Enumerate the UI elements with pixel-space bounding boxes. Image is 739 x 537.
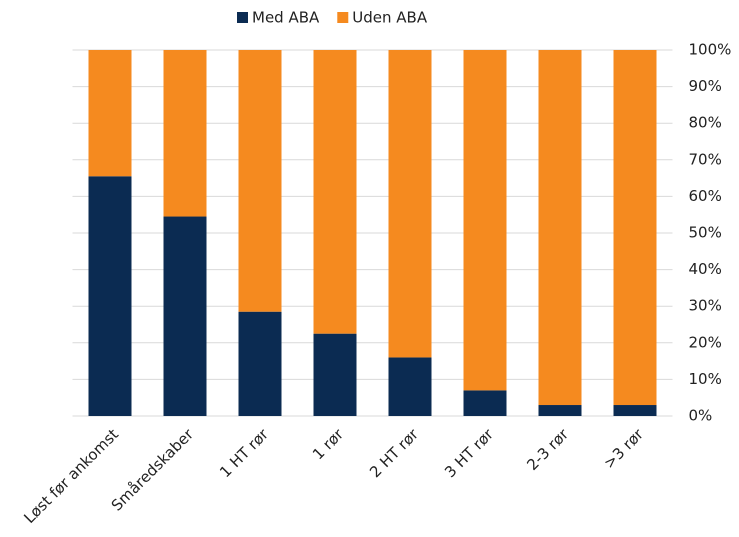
y-tick-label: 0% <box>689 407 713 425</box>
bar-segment <box>463 50 507 391</box>
legend-label: Uden ABA <box>352 9 428 27</box>
bar-segment <box>163 216 207 416</box>
x-tick-label: Løst før ankomst <box>20 425 122 527</box>
y-tick-label: 70% <box>689 150 722 168</box>
x-tick-label: 3 HT rør <box>441 425 497 481</box>
bar-segment <box>163 50 207 217</box>
y-tick-label: 50% <box>689 224 722 242</box>
x-tick-label: 1 rør <box>309 425 348 464</box>
bar-segment <box>88 50 132 177</box>
legend-label: Med ABA <box>252 9 320 27</box>
y-tick-label: 100% <box>689 41 732 59</box>
y-tick-label: 30% <box>689 297 722 315</box>
legend-swatch <box>237 12 248 23</box>
bar-segment <box>613 50 657 406</box>
bar-segment <box>313 50 357 334</box>
bar-segment <box>238 50 282 312</box>
bar-segment <box>538 50 582 406</box>
x-tick-label: 2 HT rør <box>366 425 422 481</box>
bar-segment <box>463 390 507 416</box>
legend-swatch <box>337 12 349 23</box>
x-tick-label: 1 HT rør <box>216 425 272 481</box>
bar-segment <box>238 311 282 416</box>
y-tick-label: 20% <box>689 333 722 351</box>
y-tick-label: 80% <box>689 114 722 132</box>
bar-segment <box>388 357 432 416</box>
bar-segment <box>613 405 657 416</box>
x-tick-label: 2-3 rør <box>523 425 572 474</box>
bar-segment <box>388 50 432 358</box>
bar-segment <box>538 405 582 416</box>
x-tick-label: >3 rør <box>600 425 648 473</box>
y-tick-label: 10% <box>689 370 722 388</box>
bar-segment <box>313 333 357 416</box>
y-tick-label: 60% <box>689 187 722 205</box>
bar-segment <box>88 176 132 416</box>
y-tick-label: 40% <box>689 260 722 278</box>
y-tick-label: 90% <box>689 77 722 95</box>
